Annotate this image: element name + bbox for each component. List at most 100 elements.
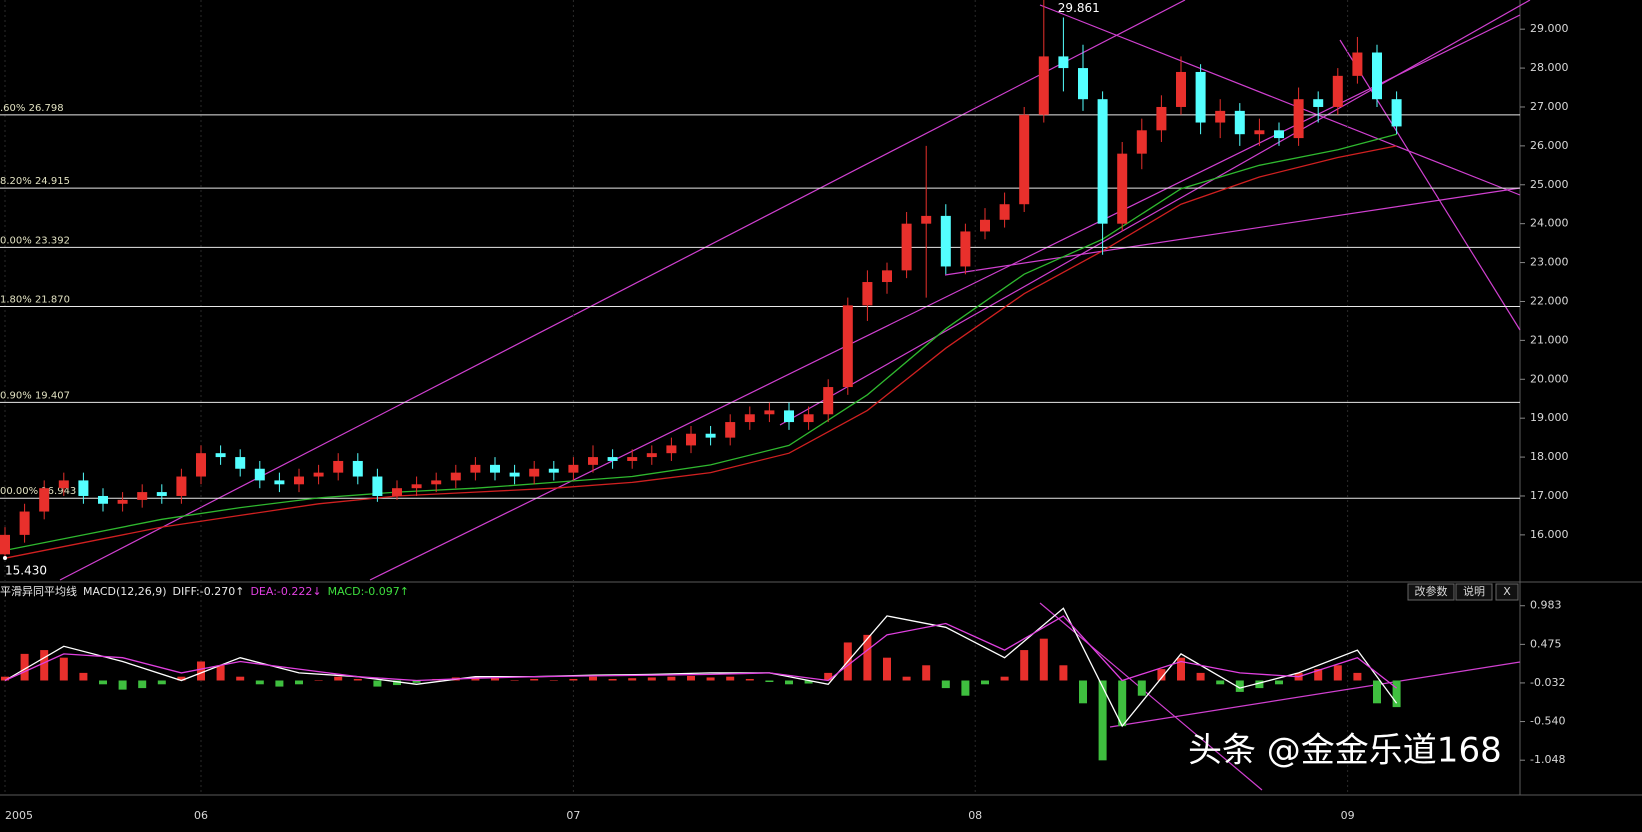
candle-body bbox=[882, 270, 892, 283]
extreme-marker bbox=[3, 556, 7, 561]
candle-body bbox=[999, 204, 1010, 220]
macd-bar bbox=[1216, 680, 1225, 685]
x-tick-label: 06 bbox=[194, 809, 208, 822]
y-tick-label: 0.475 bbox=[1530, 637, 1562, 650]
indicator-header: MACD(12,26,9) bbox=[83, 585, 167, 598]
macd-bar bbox=[314, 680, 323, 681]
macd-bar bbox=[412, 680, 421, 683]
candle-body bbox=[548, 468, 559, 473]
macd-bar bbox=[549, 680, 558, 681]
fib-level-label: .60% 26.798 bbox=[0, 103, 64, 114]
candle-body bbox=[901, 223, 912, 271]
macd-bar bbox=[236, 676, 245, 681]
candle-body bbox=[725, 422, 736, 438]
macd-bar bbox=[1333, 665, 1342, 681]
macd-bar bbox=[334, 676, 343, 681]
candle-body bbox=[1078, 68, 1088, 100]
macd-bar bbox=[863, 634, 872, 681]
candle-body bbox=[803, 414, 814, 423]
y-tick-label: -1.048 bbox=[1530, 753, 1565, 766]
y-tick-label: 29.000 bbox=[1530, 22, 1569, 35]
x-tick-label: 08 bbox=[968, 809, 982, 822]
macd-bar bbox=[647, 677, 656, 681]
macd-bar bbox=[1314, 669, 1323, 681]
candle-body bbox=[176, 476, 187, 496]
candle-body bbox=[294, 476, 304, 485]
macd-bar bbox=[1118, 680, 1127, 727]
indicator-header: DIFF:-0.270↑ bbox=[173, 585, 245, 598]
macd-bar bbox=[1000, 676, 1009, 681]
panel-button-label[interactable]: 说明 bbox=[1463, 584, 1485, 598]
macd-bar bbox=[177, 676, 186, 681]
macd-bar bbox=[255, 680, 264, 685]
indicator-line bbox=[4, 145, 1397, 559]
candle-body bbox=[1117, 153, 1128, 224]
macd-bar bbox=[667, 676, 676, 681]
indicator-header: MACD:-0.097↑ bbox=[328, 585, 409, 598]
candle-body bbox=[117, 499, 128, 504]
trend-line bbox=[1339, 39, 1521, 331]
panel-button[interactable] bbox=[1455, 583, 1493, 601]
macd-bar bbox=[922, 665, 931, 681]
candle-body bbox=[372, 476, 383, 496]
y-tick-label: 19.000 bbox=[1530, 411, 1569, 424]
panel-button[interactable] bbox=[1495, 583, 1519, 601]
y-tick-label: 17.000 bbox=[1530, 489, 1569, 502]
macd-bar bbox=[1157, 669, 1166, 681]
macd-bar bbox=[1353, 672, 1362, 681]
indicator-line bbox=[4, 607, 1398, 728]
candle-body bbox=[1215, 110, 1226, 123]
macd-bar bbox=[491, 678, 499, 681]
macd-bar bbox=[589, 676, 597, 681]
macd-bar bbox=[1235, 680, 1244, 692]
candle-body bbox=[666, 445, 677, 454]
trend-line bbox=[369, 14, 1521, 581]
macd-bar bbox=[530, 678, 539, 681]
macd-bar bbox=[40, 650, 49, 681]
candle-body bbox=[764, 410, 775, 415]
candle-body bbox=[1097, 99, 1108, 224]
indicator-line bbox=[4, 133, 1397, 552]
candle-body bbox=[1136, 130, 1147, 154]
macd-bar bbox=[765, 680, 774, 683]
macd-bar bbox=[628, 678, 637, 681]
candle-body bbox=[431, 480, 442, 485]
macd-bar bbox=[59, 657, 68, 681]
macd-bar bbox=[687, 675, 695, 681]
candle-body bbox=[58, 480, 69, 489]
candle-body bbox=[0, 534, 10, 555]
macd-bar bbox=[118, 680, 127, 690]
candle-body bbox=[1176, 71, 1186, 107]
macd-bar bbox=[1079, 680, 1087, 704]
macd-bar bbox=[373, 680, 382, 687]
candle-body bbox=[313, 472, 324, 477]
fib-level-label: 1.80% 21.870 bbox=[0, 295, 70, 306]
candle-body bbox=[1156, 106, 1167, 131]
candle-body bbox=[1293, 99, 1304, 139]
macd-bar bbox=[1020, 650, 1029, 681]
indicator-header: 平滑异同平均线 bbox=[0, 584, 77, 598]
panel-button-label[interactable]: X bbox=[1503, 585, 1511, 598]
candle-body bbox=[823, 387, 834, 415]
candle-body bbox=[607, 457, 618, 461]
macd-bar bbox=[569, 678, 578, 681]
candle-body bbox=[274, 480, 285, 485]
watermark: 头条 @金金乐道168 bbox=[1188, 731, 1502, 771]
candle-body bbox=[1372, 52, 1382, 100]
macd-bar bbox=[961, 680, 970, 696]
y-tick-label: 22.000 bbox=[1530, 294, 1569, 307]
macd-bar bbox=[1098, 680, 1107, 761]
macd-bar bbox=[1177, 657, 1185, 681]
macd-bar bbox=[1255, 680, 1264, 689]
candle-body bbox=[137, 492, 148, 500]
panel-button-label[interactable]: 改参数 bbox=[1415, 584, 1448, 598]
candle-body bbox=[1274, 130, 1284, 139]
panel-button[interactable] bbox=[1407, 583, 1455, 601]
candle-body bbox=[784, 410, 794, 423]
macd-bar bbox=[157, 680, 166, 685]
macd-bar bbox=[608, 678, 617, 681]
candle-body bbox=[1058, 56, 1069, 69]
macd-bar bbox=[99, 680, 107, 685]
